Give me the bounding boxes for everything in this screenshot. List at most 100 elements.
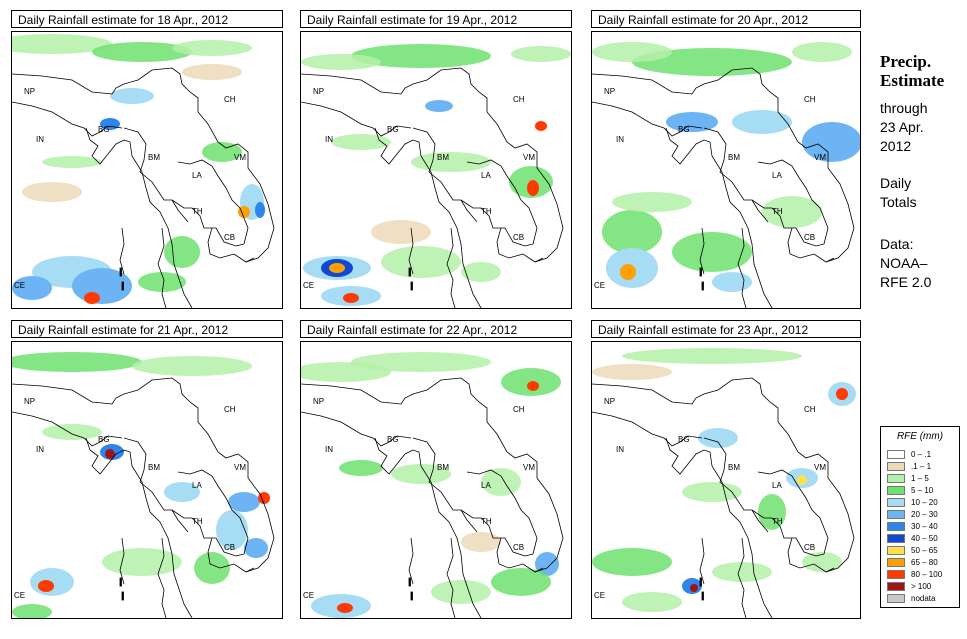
border-line	[197, 421, 275, 573]
country-label-bg: BG	[98, 435, 110, 444]
border-line	[592, 67, 779, 112]
country-label-vm: VM	[814, 463, 826, 472]
rain-blob	[690, 584, 698, 592]
rain-blob	[431, 580, 491, 604]
rainfall-map: NP CH IN BG BM VM LA TH CB CE	[300, 341, 572, 619]
rain-blob	[592, 548, 672, 576]
border-line	[446, 227, 456, 308]
legend-swatch	[887, 558, 905, 567]
panel-title: Daily Rainfall estimate for 22 Apr., 201…	[300, 320, 572, 338]
rain-blob	[672, 232, 752, 272]
rain-blob	[682, 482, 742, 502]
country-label-bm: BM	[728, 153, 740, 162]
country-label-np: NP	[604, 397, 615, 406]
border-line	[711, 465, 773, 618]
rain-blob	[329, 263, 345, 273]
rain-blob	[351, 44, 491, 68]
country-label-np: NP	[24, 397, 35, 406]
legend-label: 0 – .1	[911, 450, 932, 459]
legend-label: 80 – 100	[911, 570, 943, 579]
rain-blob	[425, 100, 453, 112]
country-label-bm: BM	[728, 463, 740, 472]
country-label-th: TH	[481, 207, 492, 216]
legend-label: 20 – 30	[911, 510, 938, 519]
rain-blob	[622, 348, 802, 364]
side-title-line1: Precip.	[880, 52, 932, 71]
island-mark	[408, 577, 411, 587]
rain-blob	[391, 464, 451, 484]
border-line	[446, 537, 456, 618]
country-label-vm: VM	[523, 463, 535, 472]
border-line	[412, 127, 478, 223]
border-line	[12, 411, 123, 447]
border-line	[131, 155, 193, 308]
rain-blob	[343, 293, 359, 303]
border-line	[496, 227, 544, 263]
rainfall-map: NP CH IN BG BM VM LA TH CB CE	[300, 31, 572, 309]
rain-blob	[194, 552, 230, 584]
rain-blob	[337, 603, 353, 613]
country-label-bm: BM	[148, 463, 160, 472]
country-label-bm: BM	[148, 153, 160, 162]
rain-blob	[535, 121, 547, 131]
rain-blob	[592, 364, 672, 380]
border-line	[420, 155, 482, 308]
border-line	[157, 537, 167, 618]
rain-blob	[802, 122, 860, 162]
country-label-vm: VM	[814, 153, 826, 162]
border-line	[171, 509, 245, 557]
border-line	[737, 227, 747, 308]
country-label-bg: BG	[387, 435, 399, 444]
country-label-th: TH	[192, 517, 203, 526]
country-borders	[592, 67, 855, 308]
rain-blob	[102, 548, 182, 576]
rain-blob	[12, 34, 112, 54]
daily-line2: Totals	[880, 194, 917, 210]
border-line	[374, 127, 422, 165]
country-label-ce: CE	[303, 591, 314, 600]
country-label-in: IN	[36, 135, 44, 144]
legend-label: 1 – 5	[911, 474, 929, 483]
legend-swatch	[887, 594, 905, 603]
rain-field	[12, 352, 270, 618]
country-label-np: NP	[604, 87, 615, 96]
legend-swatch	[887, 450, 905, 459]
country-label-bg: BG	[387, 125, 399, 134]
rain-blob	[255, 202, 265, 218]
legend-label: 5 – 10	[911, 486, 934, 495]
country-label-la: LA	[772, 171, 782, 180]
country-label-cb: CB	[224, 233, 235, 242]
rain-blob	[244, 538, 268, 558]
rain-blob	[371, 220, 431, 244]
panel-title: Daily Rainfall estimate for 20 Apr., 201…	[591, 10, 861, 28]
rain-field	[592, 348, 856, 612]
border-line	[197, 111, 275, 263]
legend-swatch	[887, 570, 905, 579]
rain-blob	[511, 46, 571, 62]
country-label-ce: CE	[594, 281, 605, 290]
border-line	[486, 111, 564, 263]
rain-blob	[712, 562, 772, 582]
country-label-th: TH	[481, 517, 492, 526]
island-mark	[410, 281, 413, 291]
country-label-in: IN	[616, 445, 624, 454]
rain-blob	[758, 494, 786, 530]
country-borders	[301, 377, 564, 618]
border-line	[85, 437, 133, 475]
country-label-vm: VM	[234, 463, 246, 472]
country-label-ch: CH	[513, 95, 525, 104]
country-label-ch: CH	[804, 95, 816, 104]
island-mark	[119, 577, 122, 587]
country-label-cb: CB	[804, 543, 815, 552]
legend-swatch	[887, 498, 905, 507]
border-line	[592, 101, 703, 137]
border-line	[787, 537, 835, 573]
border-line	[119, 227, 125, 275]
border-line	[123, 127, 189, 223]
data-line2: NOAA–	[880, 255, 928, 271]
through-date-line2: 2012	[880, 138, 912, 154]
border-line	[171, 199, 245, 247]
rain-blob	[527, 180, 539, 196]
rain-blob	[138, 272, 186, 292]
rain-blob	[84, 292, 100, 304]
